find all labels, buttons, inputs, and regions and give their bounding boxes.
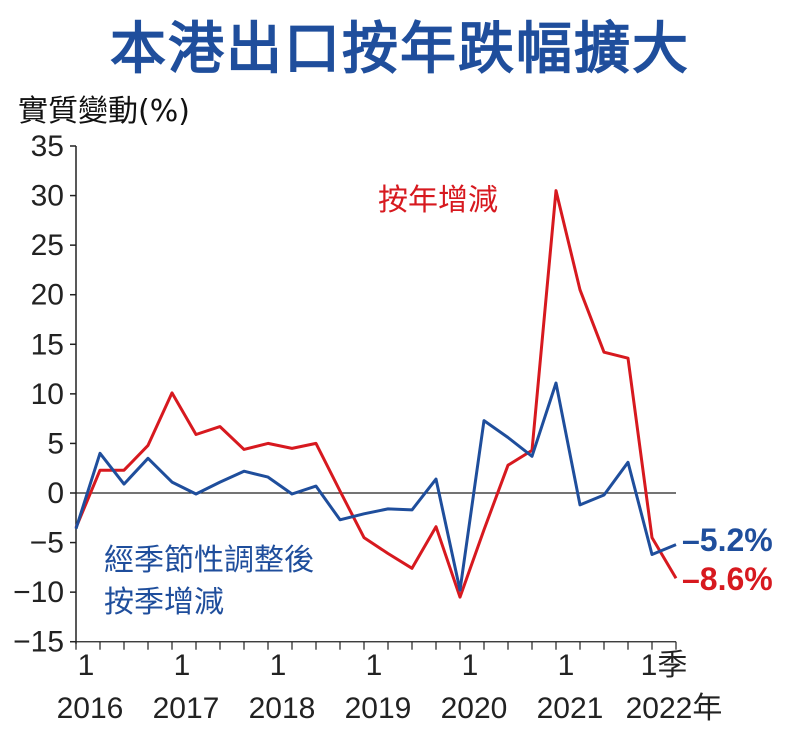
x-tick-quarter-label: 1 xyxy=(366,649,383,682)
series-line-qoq xyxy=(74,381,677,592)
end-label-yoy: –8.6% xyxy=(682,561,773,597)
x-tick-year-label: 2018 xyxy=(249,692,316,725)
legend-label-yoy: 按年增減 xyxy=(378,183,498,218)
x-tick-year-label: 2022年 xyxy=(626,692,723,725)
legend-label-qoq-line2: 按季增減 xyxy=(104,585,224,620)
x-tick-quarter-label: 1季 xyxy=(641,649,688,682)
x-tick-year-label: 2016 xyxy=(57,692,124,725)
y-tick-label: −10 xyxy=(13,576,64,609)
x-tick-quarter-label: 1 xyxy=(174,649,191,682)
y-tick-label: −15 xyxy=(13,626,64,659)
y-tick-label: 10 xyxy=(31,378,64,411)
y-axis-label: 實質變動(%) xyxy=(18,94,190,129)
x-tick-quarter-label: 1 xyxy=(558,649,575,682)
series-line-yoy xyxy=(74,189,678,599)
y-tick-label: 15 xyxy=(31,328,64,361)
x-tick-year-label: 2021 xyxy=(537,692,604,725)
y-tick-label: 35 xyxy=(31,130,64,163)
chart-title: 本港出口按年跌幅擴大 xyxy=(110,17,690,82)
legend-label-qoq-line1: 經季節性調整後 xyxy=(104,543,314,578)
end-label-qoq: –5.2% xyxy=(682,522,773,558)
y-tick-label: −5 xyxy=(30,527,64,560)
series-lines xyxy=(74,189,678,599)
x-tick-quarter-label: 1 xyxy=(270,649,287,682)
x-tick-year-label: 2019 xyxy=(345,692,412,725)
y-tick-label: 20 xyxy=(31,279,64,312)
x-tick-year-label: 2020 xyxy=(441,692,508,725)
axes: 35 30 25 20 15 10 5 0 −5 −10 −15 1 2016 1 2017 1 2018 1 20… xyxy=(13,130,722,725)
y-tick-label: 5 xyxy=(47,427,64,460)
x-tick-quarter-label: 1 xyxy=(462,649,479,682)
x-tick-quarter-label: 1 xyxy=(78,649,95,682)
x-tick-year-label: 2017 xyxy=(153,692,220,725)
y-tick-label: 30 xyxy=(31,180,64,213)
y-tick-label: 0 xyxy=(47,477,64,510)
y-tick-label: 25 xyxy=(31,229,64,262)
